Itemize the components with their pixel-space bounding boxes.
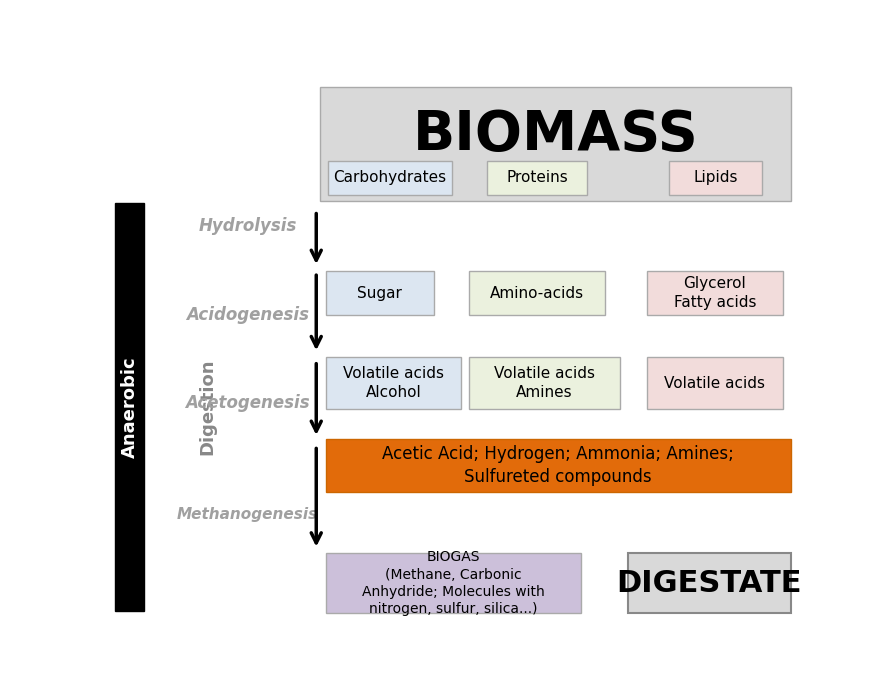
Text: Acidogenesis: Acidogenesis: [186, 306, 308, 323]
FancyBboxPatch shape: [325, 439, 789, 492]
Text: Digestion: Digestion: [198, 359, 216, 455]
FancyBboxPatch shape: [469, 270, 604, 316]
FancyBboxPatch shape: [647, 270, 782, 316]
FancyBboxPatch shape: [325, 553, 580, 613]
FancyBboxPatch shape: [647, 357, 782, 409]
Text: Volatile acids
Amines: Volatile acids Amines: [494, 367, 595, 400]
Text: Sugar: Sugar: [357, 286, 401, 300]
Text: Glycerol
Fatty acids: Glycerol Fatty acids: [673, 276, 756, 310]
FancyBboxPatch shape: [325, 270, 433, 316]
Text: DIGESTATE: DIGESTATE: [616, 569, 801, 598]
Text: Hydrolysis: Hydrolysis: [198, 217, 296, 235]
FancyBboxPatch shape: [114, 203, 144, 611]
Text: Lipids: Lipids: [692, 171, 737, 185]
FancyBboxPatch shape: [486, 160, 587, 195]
Text: Acetic Acid; Hydrogen; Ammonia; Amines;
Sulfureted compounds: Acetic Acid; Hydrogen; Ammonia; Amines; …: [382, 445, 733, 486]
Text: Proteins: Proteins: [506, 171, 567, 185]
Text: Volatile acids
Alcohol: Volatile acids Alcohol: [343, 367, 443, 400]
Text: Acetogenesis: Acetogenesis: [185, 395, 309, 412]
FancyBboxPatch shape: [668, 160, 761, 195]
Text: Carbohydrates: Carbohydrates: [333, 171, 446, 185]
Text: Methanogenesis: Methanogenesis: [176, 507, 318, 522]
FancyBboxPatch shape: [320, 88, 789, 201]
Text: BIOGAS
(Methane, Carbonic
Anhydride; Molecules with
nitrogen, sulfur, silica...): BIOGAS (Methane, Carbonic Anhydride; Mol…: [361, 551, 544, 616]
Text: Volatile acids: Volatile acids: [664, 376, 765, 391]
FancyBboxPatch shape: [627, 553, 789, 613]
FancyBboxPatch shape: [328, 160, 451, 195]
Text: Amino-acids: Amino-acids: [489, 286, 583, 300]
FancyBboxPatch shape: [325, 357, 461, 409]
FancyBboxPatch shape: [469, 357, 619, 409]
Text: Anaerobic: Anaerobic: [120, 356, 138, 458]
Text: BIOMASS: BIOMASS: [412, 108, 697, 162]
